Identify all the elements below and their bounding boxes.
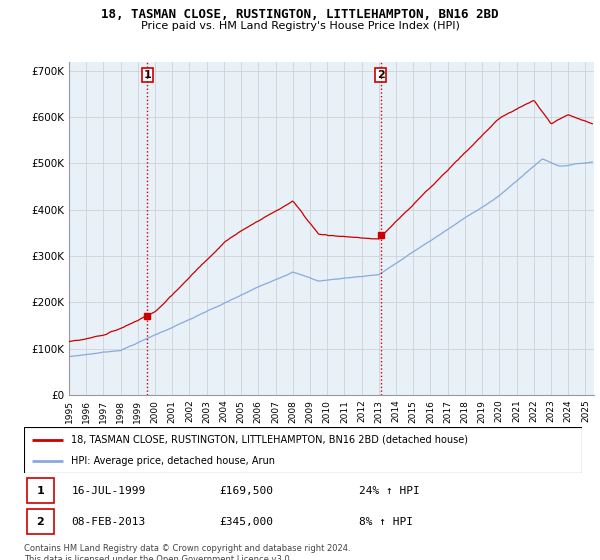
Text: Price paid vs. HM Land Registry's House Price Index (HPI): Price paid vs. HM Land Registry's House … (140, 21, 460, 31)
Text: 1: 1 (143, 70, 151, 80)
Text: 8% ↑ HPI: 8% ↑ HPI (359, 516, 413, 526)
Text: Contains HM Land Registry data © Crown copyright and database right 2024.
This d: Contains HM Land Registry data © Crown c… (24, 544, 350, 560)
Text: 24% ↑ HPI: 24% ↑ HPI (359, 486, 419, 496)
Text: 2: 2 (377, 70, 385, 80)
Bar (27, 509, 53, 534)
Text: £345,000: £345,000 (220, 516, 273, 526)
Text: 18, TASMAN CLOSE, RUSTINGTON, LITTLEHAMPTON, BN16 2BD (detached house): 18, TASMAN CLOSE, RUSTINGTON, LITTLEHAMP… (71, 435, 469, 445)
Bar (27, 478, 53, 503)
Text: 1: 1 (37, 486, 44, 496)
Text: 08-FEB-2013: 08-FEB-2013 (71, 516, 146, 526)
Text: HPI: Average price, detached house, Arun: HPI: Average price, detached house, Arun (71, 456, 275, 466)
Text: 2: 2 (37, 516, 44, 526)
Text: £169,500: £169,500 (220, 486, 273, 496)
Text: 16-JUL-1999: 16-JUL-1999 (71, 486, 146, 496)
Text: 18, TASMAN CLOSE, RUSTINGTON, LITTLEHAMPTON, BN16 2BD: 18, TASMAN CLOSE, RUSTINGTON, LITTLEHAMP… (101, 8, 499, 21)
